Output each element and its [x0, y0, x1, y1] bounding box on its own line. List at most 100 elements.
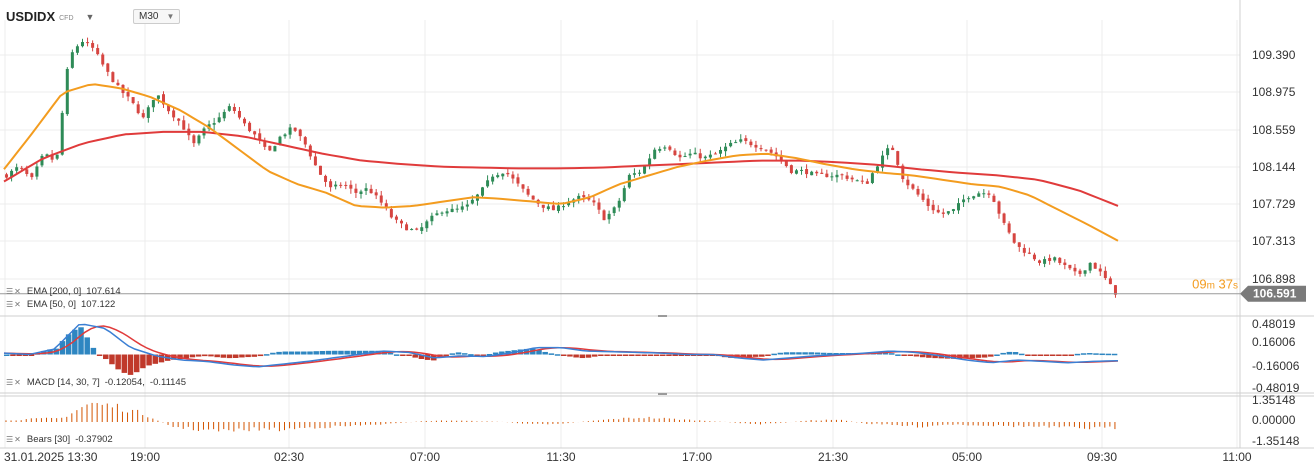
symbol-name: USDIDX	[6, 9, 56, 24]
candle-up	[212, 123, 216, 125]
candle-up	[420, 227, 424, 231]
candle-down	[253, 131, 257, 135]
macd-histogram-bar	[492, 352, 499, 355]
candle-up	[55, 154, 59, 159]
indicator-ema200[interactable]: ☰✕ EMA [200, 0] 107.614	[6, 286, 121, 297]
candle-up	[881, 155, 885, 168]
candle-down	[1058, 257, 1062, 263]
macd-histogram-bar	[393, 354, 400, 356]
macd-histogram-bar	[796, 352, 802, 355]
bears-label: Bears [30]	[26, 434, 71, 445]
macd-tick-label: -0.16006	[1252, 359, 1300, 373]
candle-up	[617, 200, 621, 208]
macd-histogram-bar	[759, 354, 765, 357]
macd-histogram-bar	[208, 354, 214, 357]
macd-histogram-bar	[573, 354, 579, 358]
candle-down	[86, 42, 90, 44]
candle-down	[764, 149, 768, 151]
candle-down	[1017, 242, 1021, 247]
macd-histogram-bar	[554, 354, 561, 356]
settings-close-icon[interactable]: ☰✕	[6, 435, 22, 444]
candle-down	[349, 184, 353, 189]
candle-down	[926, 198, 930, 207]
candle-up	[364, 188, 368, 191]
candle-down	[1048, 257, 1052, 261]
candle-down	[850, 177, 854, 180]
macd-histogram-bar	[301, 351, 307, 355]
candle-down	[111, 72, 115, 83]
candle-down	[172, 110, 176, 118]
settings-close-icon[interactable]: ☰✕	[6, 378, 22, 387]
candle-down	[992, 195, 996, 202]
symbol-selector[interactable]: USDIDX CFD ▼	[6, 9, 94, 24]
macd-histogram-bar	[1018, 353, 1025, 356]
bears-pane	[5, 402, 1116, 432]
time-tick-label: 11:30	[546, 450, 575, 464]
candle-down	[177, 118, 181, 121]
macd-histogram-bar	[994, 354, 1000, 356]
candle-down	[754, 144, 758, 148]
candle-up	[1083, 270, 1087, 274]
macd-histogram-bar	[195, 354, 202, 357]
macd-histogram-bar	[109, 354, 115, 365]
indicator-ema50[interactable]: ☰✕ EMA [50, 0] 107.122	[6, 299, 115, 310]
macd-histogram-bar	[387, 352, 394, 355]
macd-histogram-bar	[499, 351, 505, 355]
candle-up	[546, 206, 550, 210]
candle-up	[35, 166, 39, 177]
macd-histogram-bar	[591, 354, 598, 357]
macd-histogram-bar	[121, 354, 128, 373]
macd-histogram-bar	[579, 354, 586, 359]
candle-up	[217, 117, 221, 123]
candle-up	[855, 180, 859, 182]
candle-down	[789, 165, 793, 173]
candle-up	[465, 204, 469, 207]
macd-histogram-bar	[127, 354, 134, 375]
candle-down	[237, 110, 241, 118]
candle-down	[399, 220, 403, 224]
settings-close-icon[interactable]: ☰✕	[6, 287, 22, 296]
candle-up	[703, 156, 707, 159]
macd-histogram-bar	[882, 352, 889, 355]
indicator-macd[interactable]: ☰✕ MACD [14, 30, 7] -0.12054, -0.11145	[6, 377, 186, 388]
macd-histogram-bar	[889, 353, 895, 355]
candle-up	[70, 52, 74, 68]
candle-up	[410, 229, 414, 231]
candle-up	[278, 136, 282, 145]
macd-histogram-bar	[356, 350, 363, 355]
candle-up	[273, 146, 277, 152]
ema200-line	[3, 130, 1119, 207]
candle-up	[45, 154, 49, 157]
candle-down	[805, 169, 809, 175]
bears-tick-label: -1.35148	[1252, 434, 1300, 448]
candle-down	[126, 92, 130, 97]
candle-up	[425, 221, 429, 229]
candle-down	[865, 181, 869, 184]
macd-histogram-bar	[22, 354, 29, 356]
macd-histogram-bar	[319, 350, 326, 355]
candle-down	[354, 188, 358, 193]
bears-tick-label: 1.35148	[1252, 393, 1296, 407]
candle-up	[15, 167, 19, 171]
candle-down	[820, 172, 824, 174]
macd-histogram-bar	[1012, 352, 1019, 355]
candle-up	[688, 153, 692, 156]
candle-up	[450, 208, 454, 212]
candle-down	[258, 133, 262, 141]
candle-down	[313, 156, 317, 166]
timeframe-selector[interactable]: M30 ▼	[133, 9, 181, 24]
macd-histogram-bar	[567, 354, 573, 357]
candle-down	[1022, 247, 1026, 253]
candle-down	[1012, 233, 1016, 243]
candle-down	[521, 184, 525, 189]
countdown-timer: 09m 37s	[1192, 277, 1238, 292]
macd-histogram-bar	[833, 352, 839, 355]
candle-down	[30, 173, 34, 178]
indicator-bears[interactable]: ☰✕ Bears [30] -0.37902	[6, 434, 113, 445]
candle-down	[551, 205, 555, 211]
candle-down	[324, 175, 328, 182]
candle-down	[931, 204, 935, 211]
settings-close-icon[interactable]: ☰✕	[6, 300, 22, 309]
macd-histogram-bar	[1105, 353, 1112, 356]
